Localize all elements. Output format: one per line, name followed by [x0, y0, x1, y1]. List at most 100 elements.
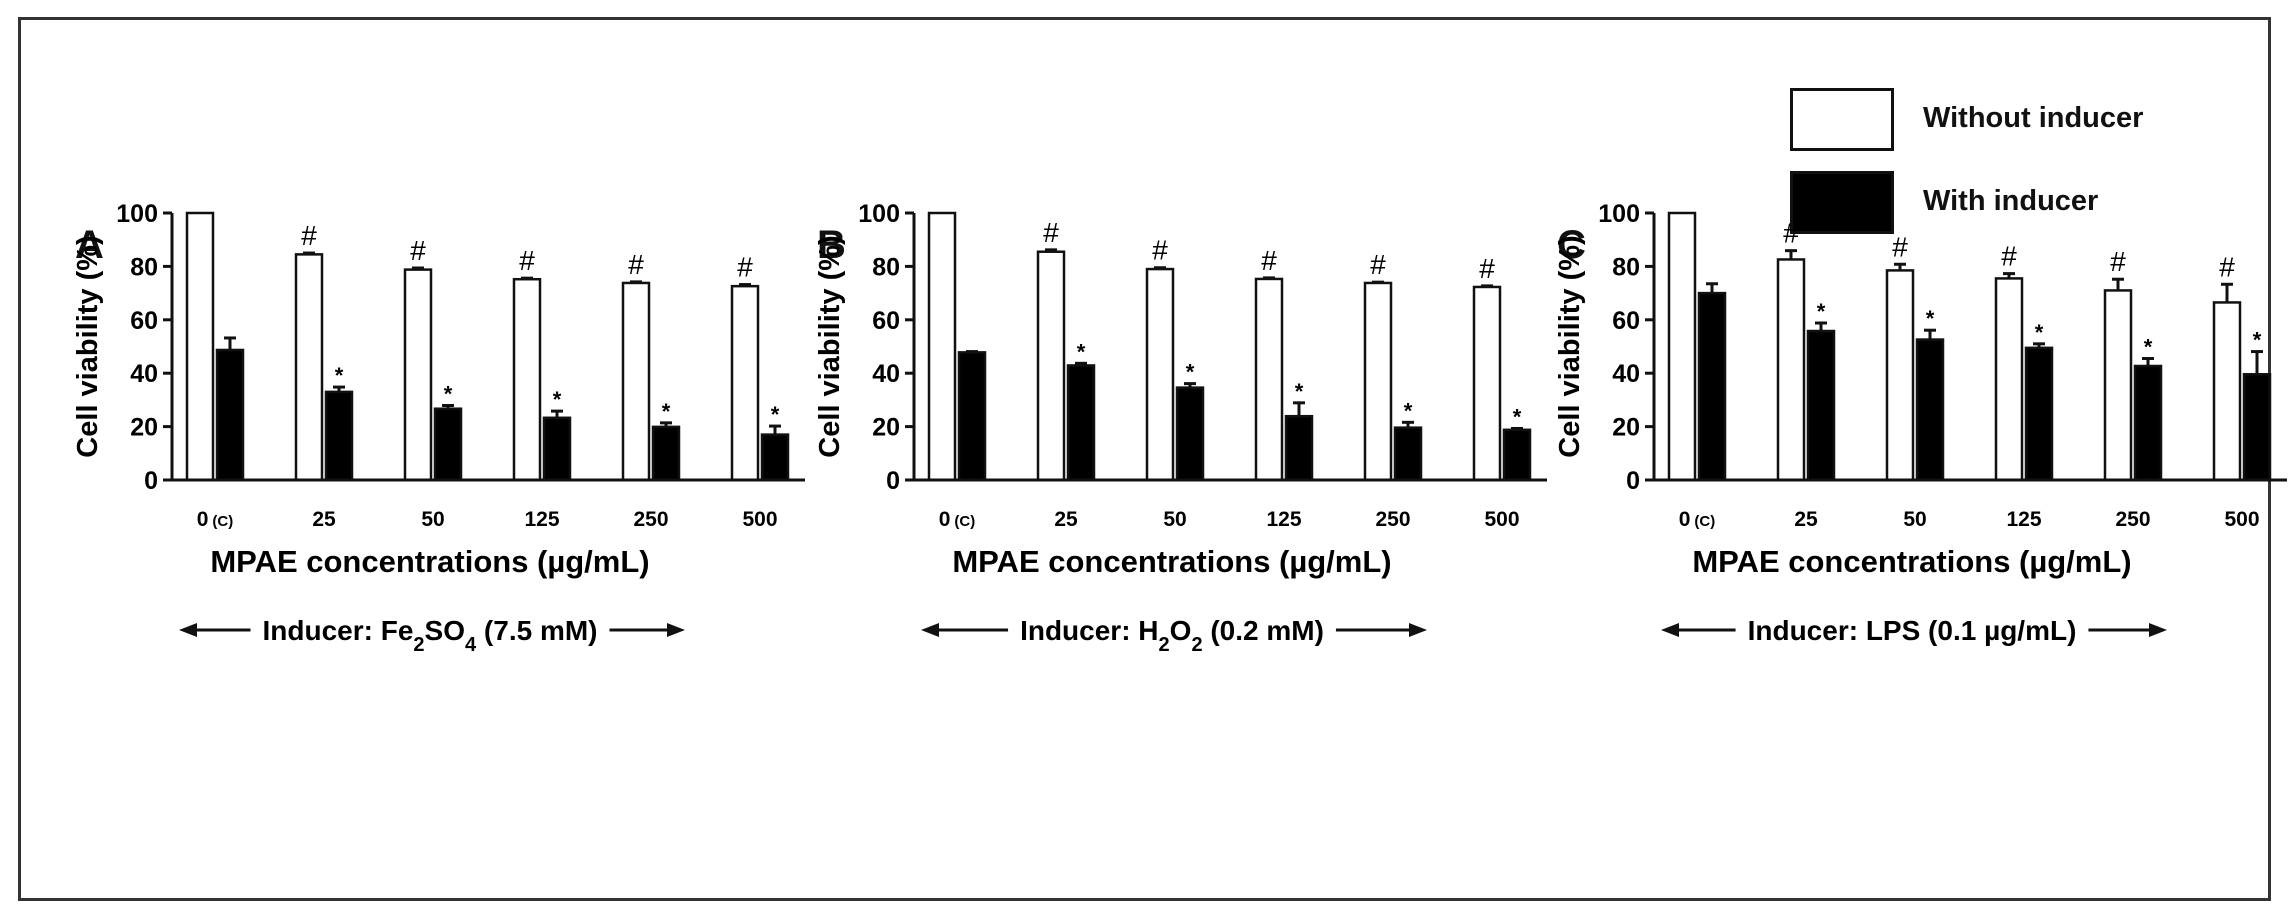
- x-tick-label: 500: [2224, 508, 2259, 531]
- bar-without-inducer: [1363, 281, 1393, 482]
- y-axis-label: Cell viability (%): [1554, 235, 1586, 457]
- inducer-label: Inducer: Fe2SO4 (7.5 mM): [263, 615, 598, 656]
- significance-hash: #: [1152, 235, 1168, 266]
- control-suffix: (C): [954, 513, 975, 530]
- x-tick-value: 50: [1163, 508, 1186, 531]
- arrowhead-right-icon: [1409, 623, 1427, 637]
- significance-hash: #: [1892, 231, 1908, 262]
- x-tick-value: 250: [1375, 508, 1410, 531]
- x-tick-value: 125: [2006, 508, 2041, 531]
- y-tick-label: 0: [1626, 467, 1640, 495]
- bar-without-inducer: [512, 277, 542, 482]
- y-tick-label: 80: [872, 253, 900, 281]
- significance-hash: #: [737, 252, 753, 283]
- y-tick-label: 0: [886, 467, 900, 495]
- significance-hash: #: [2219, 251, 2235, 282]
- y-tick-label: 20: [1612, 414, 1640, 442]
- y-tick-label: 100: [858, 200, 900, 228]
- y-tick-label: 60: [872, 307, 900, 335]
- arrowhead-left-icon: [179, 623, 197, 637]
- significance-star: *: [1513, 404, 1522, 429]
- significance-hash: #: [2110, 246, 2126, 277]
- y-tick-label: 80: [130, 253, 158, 281]
- bar-without-inducer: [927, 211, 957, 482]
- bar-with-inducer: [1066, 364, 1096, 482]
- inducer-text: (7.5 mM): [476, 615, 597, 646]
- bar-with-inducer: [2024, 346, 2054, 482]
- bar-with-inducer: [215, 348, 245, 482]
- x-tick-label: 0 (C): [1679, 508, 1716, 531]
- bar-without-inducer: [294, 253, 324, 482]
- bar-with-inducer: [1393, 426, 1423, 482]
- x-tick-value: 50: [421, 508, 444, 531]
- bar-without-inducer: [1254, 277, 1284, 482]
- significance-hash: #: [410, 235, 426, 266]
- y-tick-label: 40: [130, 360, 158, 388]
- significance-star: *: [2144, 335, 2153, 360]
- significance-star: *: [662, 399, 671, 424]
- x-tick-label: 125: [2006, 508, 2041, 531]
- inducer-label: Inducer: LPS (0.1 µg/mL): [1748, 615, 2077, 646]
- legend-item-with: With inducer: [1790, 171, 2290, 237]
- x-tick-label: 0 (C): [197, 508, 234, 531]
- significance-star: *: [1926, 306, 1935, 331]
- panel-label: C: [1557, 223, 1586, 267]
- inducer-text: SO: [425, 615, 465, 646]
- significance-star: *: [1186, 360, 1195, 385]
- inducer-text: Inducer: Fe: [263, 615, 414, 646]
- bar-with-inducer: [2242, 373, 2272, 482]
- bar-with-inducer: [957, 351, 987, 482]
- bar-without-inducer: [1472, 285, 1502, 482]
- inducer-text: Inducer: H: [1020, 615, 1158, 646]
- y-tick-label: 100: [116, 200, 158, 228]
- bar-with-inducer: [1175, 386, 1205, 482]
- x-tick-value: 0: [1679, 508, 1691, 531]
- arrowhead-right-icon: [667, 623, 685, 637]
- bar-without-inducer: [1994, 277, 2024, 482]
- x-tick-value: 25: [1794, 508, 1818, 531]
- control-suffix: (C): [1694, 513, 1715, 530]
- chart-panel-a: A 0 20 40 60 80 100 Cell viability (%) 0 (C) # * 25…: [72, 200, 815, 865]
- significance-hash: #: [1370, 249, 1386, 280]
- arrowhead-left-icon: [921, 623, 939, 637]
- bar-with-inducer: [2133, 364, 2163, 482]
- inducer-text: O: [1170, 615, 1192, 646]
- inducer-label: Inducer: H2O2 (0.2 mM): [1020, 615, 1324, 656]
- y-tick-label: 60: [130, 307, 158, 335]
- x-tick-value: 250: [633, 508, 668, 531]
- significance-hash: #: [1043, 217, 1059, 248]
- arrowhead-right-icon: [2149, 623, 2167, 637]
- significance-star: *: [2035, 320, 2044, 345]
- x-tick-value: 25: [312, 508, 336, 531]
- control-suffix: (C): [212, 513, 233, 530]
- bar-without-inducer: [621, 281, 651, 482]
- significance-hash: #: [519, 245, 535, 276]
- x-tick-label: 50: [421, 508, 444, 531]
- x-tick-label: 25: [1794, 508, 1818, 531]
- bar-with-inducer: [760, 433, 790, 482]
- x-tick-value: 50: [1903, 508, 1926, 531]
- significance-star: *: [1295, 379, 1304, 404]
- bar-without-inducer: [730, 284, 760, 482]
- x-tick-label: 25: [312, 508, 336, 531]
- x-tick-value: 125: [1266, 508, 1301, 531]
- x-tick-value: 500: [2224, 508, 2259, 531]
- significance-star: *: [444, 382, 453, 407]
- panel-label: B: [817, 223, 846, 267]
- significance-hash: #: [1261, 245, 1277, 276]
- bar-without-inducer: [1885, 269, 1915, 482]
- inducer-subscript: 2: [1191, 634, 1202, 656]
- x-axis-label: MPAE concentrations (µg/mL): [1692, 544, 2131, 579]
- legend-swatch-with: [1790, 171, 1894, 234]
- arrowhead-left-icon: [1661, 623, 1679, 637]
- x-tick-value: 0: [197, 508, 209, 531]
- x-tick-label: 0 (C): [939, 508, 976, 531]
- significance-hash: #: [2001, 241, 2017, 272]
- bar-without-inducer: [185, 211, 215, 482]
- bar-with-inducer: [433, 407, 463, 482]
- bar-with-inducer: [542, 416, 572, 482]
- bar-with-inducer: [1697, 291, 1727, 482]
- x-tick-value: 25: [1054, 508, 1078, 531]
- y-tick-label: 20: [872, 414, 900, 442]
